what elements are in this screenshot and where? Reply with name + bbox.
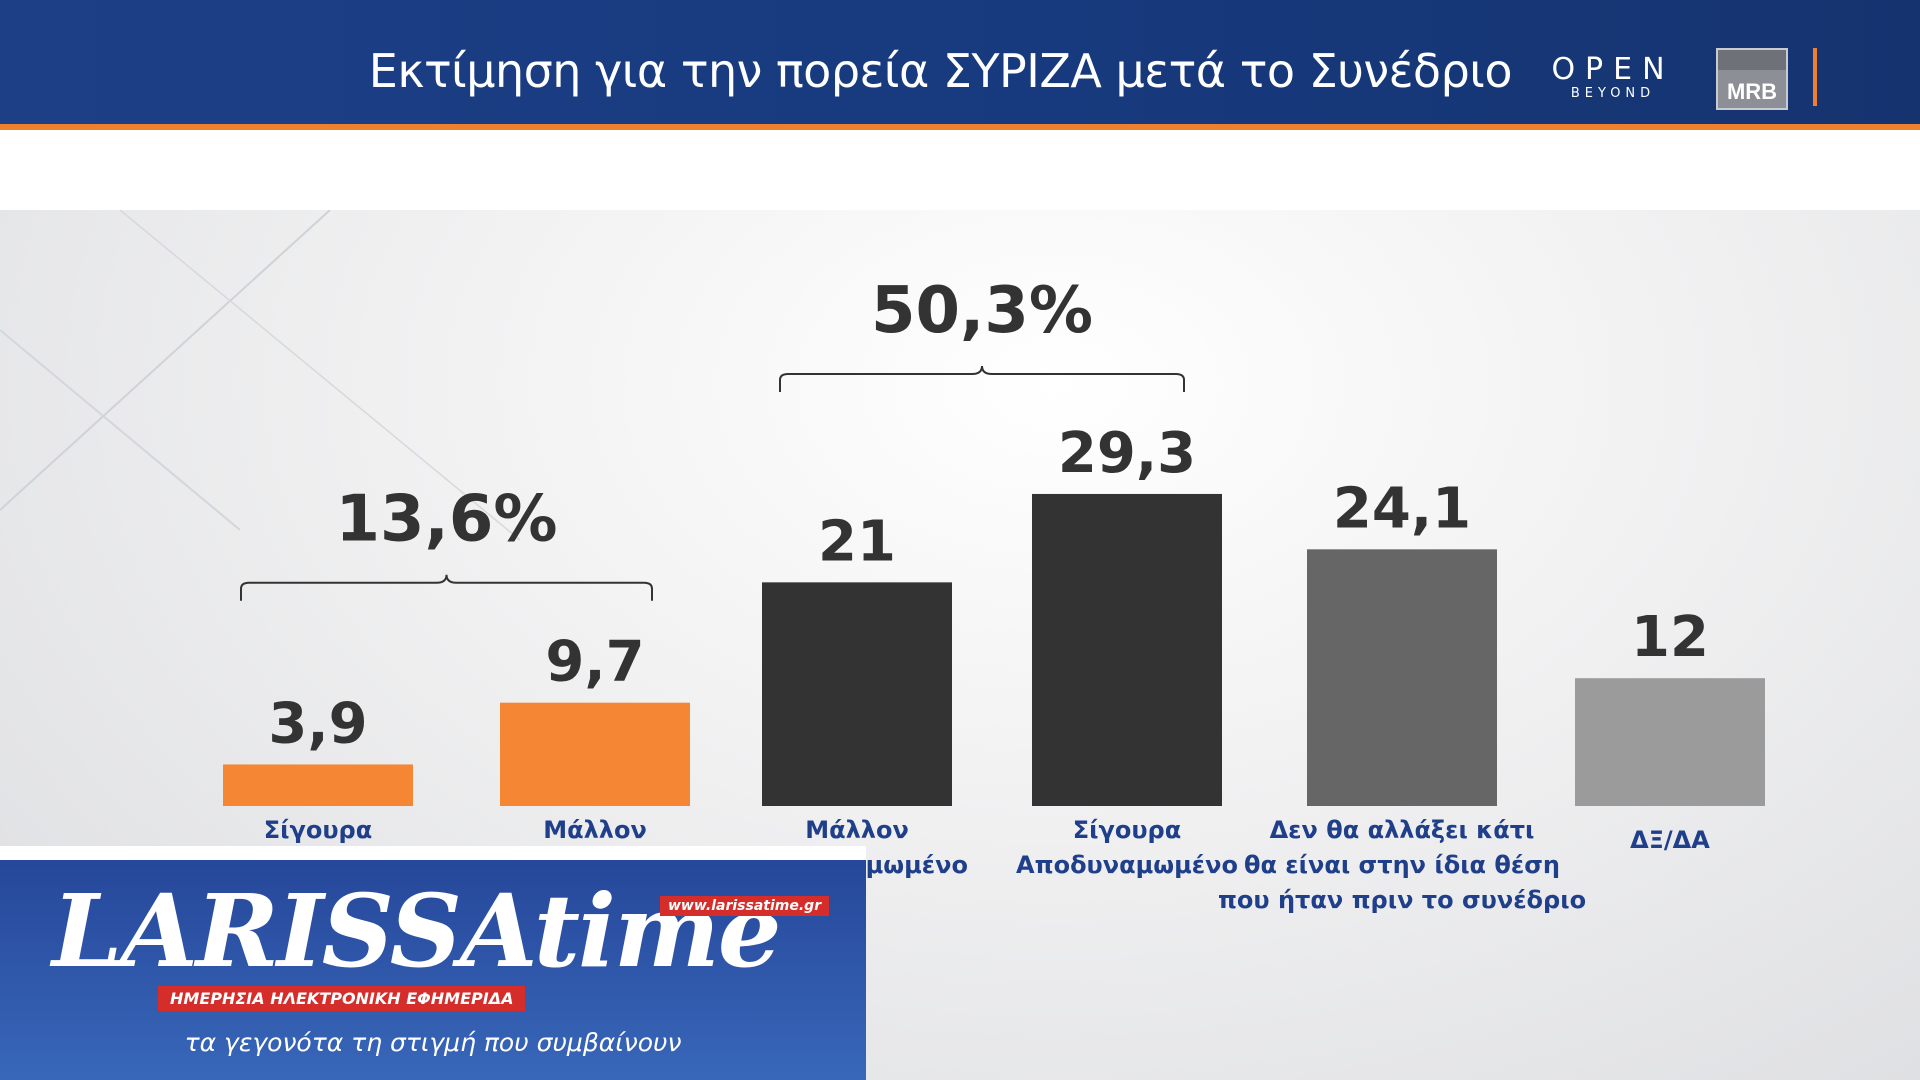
bar-4 [1032,493,1222,806]
bar-5 [1307,549,1497,806]
larissatime-logo-text: LARISSAtime [52,872,781,990]
bg-line [0,329,241,531]
group-bracket [779,365,1185,392]
larissatime-tagline: τα γεγονότα τη στιγμή που συμβαίνουν [184,1028,682,1057]
value-label: 21 [818,509,896,574]
header-bar: Εκτίμηση για την πορεία ΣΥΡΙΖΑ μετά το Σ… [0,0,1920,130]
value-label: 24,1 [1333,476,1471,541]
bar-6 [1575,678,1765,806]
open-logo-sub: BEYOND [1570,86,1656,101]
mrb-logo-stripe [1718,50,1786,70]
bg-line [119,210,521,541]
open-logo-main: OPEN [1551,52,1675,87]
group-total-label: 13,6% [335,483,557,557]
value-label: 12 [1631,605,1709,670]
group-total-label: 50,3% [871,274,1093,348]
value-label: 29,3 [1058,421,1196,486]
value-label: 3,9 [268,691,367,756]
category-label: Σίγουρα [1073,816,1181,844]
larissatime-banner: LARISSAtime www.larissatime.gr ΗΜΕΡΗΣΙΑ … [0,846,866,1080]
category-label: θα είναι στην ίδια θέση [1244,851,1560,879]
open-beyond-logo: OPEN BEYOND [1548,54,1678,110]
page-title: Εκτίμηση για την πορεία ΣΥΡΙΖΑ μετά το Σ… [368,44,1513,98]
header-accent-line [1813,48,1817,106]
bar-1 [223,764,413,806]
mrb-logo: MRB [1716,48,1788,110]
category-label: που ήταν πριν το συνέδριο [1218,886,1586,914]
background-lines [0,210,521,541]
bars [223,493,1765,806]
category-label: Μάλλον [543,816,647,844]
larissatime-url[interactable]: www.larissatime.gr [660,896,830,916]
value-labels: 3,9 9,7 21 29,3 24,1 12 [268,421,1709,757]
value-label: 9,7 [545,630,644,695]
category-label: Αποδυναμωμένο [1016,851,1238,879]
category-label: Δεν θα αλλάξει κάτι [1270,816,1535,844]
bar-3 [762,582,952,806]
category-label: ΔΞ/ΔΑ [1630,826,1710,854]
bar-2 [500,702,690,806]
larissatime-strapline: ΗΜΕΡΗΣΙΑ ΗΛΕΚΤΡΟΝΙΚΗ ΕΦΗΜΕΡΙΔΑ [158,986,526,1011]
category-label: Μάλλον [805,816,909,844]
bg-line [0,210,331,511]
group-brackets: 13,6% 50,3% [240,274,1185,601]
larissatime-banner-body: LARISSAtime www.larissatime.gr ΗΜΕΡΗΣΙΑ … [0,860,866,1080]
group-bracket [240,574,653,601]
category-label: Σίγουρα [264,816,372,844]
mrb-logo-text: MRB [1726,79,1778,104]
